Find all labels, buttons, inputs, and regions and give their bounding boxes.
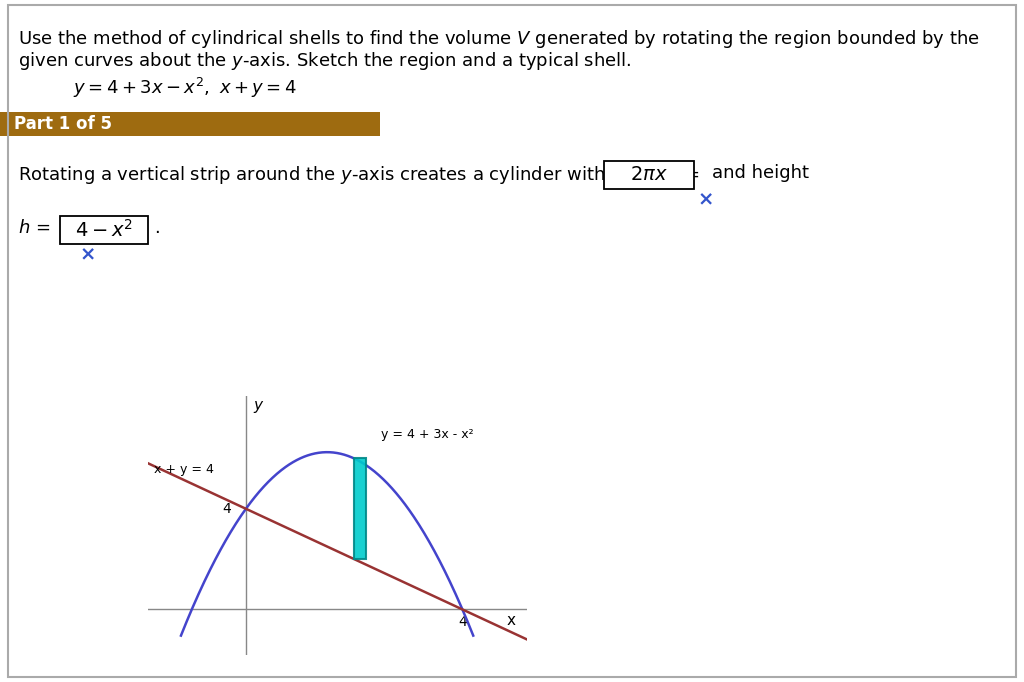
Bar	[0, 112, 380, 136]
Text: Use the method of cylindrical shells to find the volume $V$ generated by rotatin: Use the method of cylindrical shells to …	[18, 28, 980, 50]
Bar	[604, 161, 694, 189]
Text: x: x	[507, 613, 516, 628]
Bar	[354, 458, 366, 559]
Text: Rotating a vertical strip around the $y$-axis creates a cylinder with radius $r$: Rotating a vertical strip around the $y$…	[18, 164, 701, 186]
Text: 4: 4	[458, 615, 467, 629]
Text: 4: 4	[222, 502, 231, 516]
Text: y = 4 + 3x - x²: y = 4 + 3x - x²	[381, 428, 474, 441]
Text: Part 1 of 5: Part 1 of 5	[14, 115, 112, 133]
Bar	[60, 216, 148, 244]
Text: y: y	[253, 398, 262, 413]
Text: ×: ×	[698, 190, 715, 209]
Text: given curves about the $y$-axis. Sketch the region and a typical shell.: given curves about the $y$-axis. Sketch …	[18, 50, 632, 72]
Text: .: .	[154, 219, 160, 237]
Text: $h$ =: $h$ =	[18, 219, 52, 237]
Text: ×: ×	[80, 245, 96, 264]
Text: and height: and height	[712, 164, 809, 182]
Text: $2\pi x$: $2\pi x$	[630, 166, 668, 185]
Text: $4 - x^2$: $4 - x^2$	[75, 219, 133, 241]
Text: x + y = 4: x + y = 4	[154, 464, 214, 477]
Text: $y = 4 + 3x - x^2, \ x + y = 4$: $y = 4 + 3x - x^2, \ x + y = 4$	[73, 76, 297, 100]
